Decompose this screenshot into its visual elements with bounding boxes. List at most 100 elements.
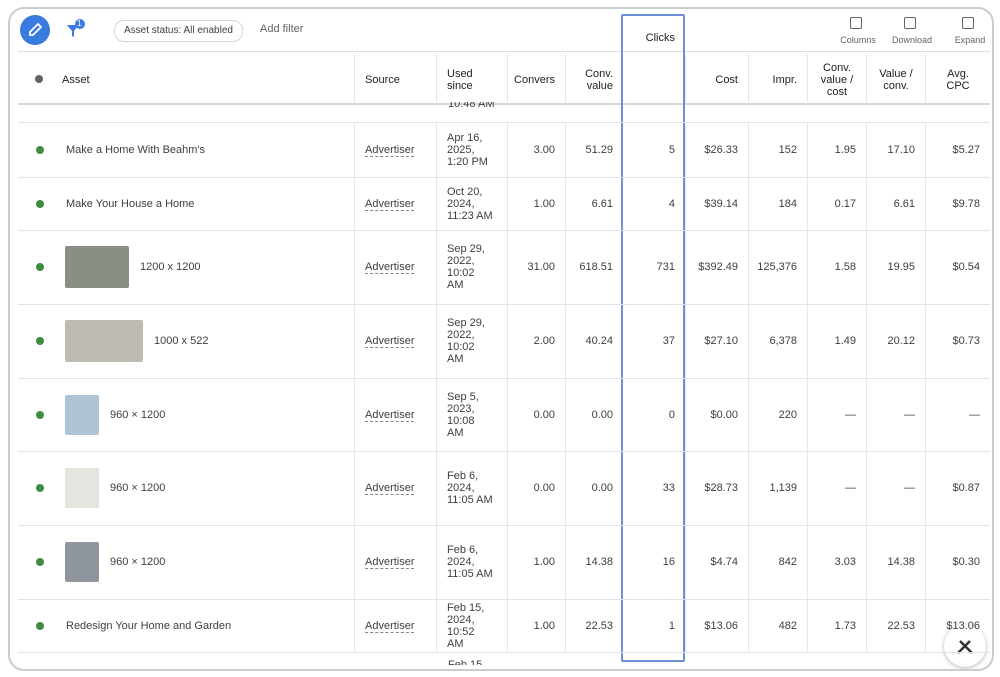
source-link[interactable]: Advertiser xyxy=(365,482,415,494)
cell: 0.00 xyxy=(507,378,565,451)
tools-button[interactable] xyxy=(944,625,986,667)
cell: 731 xyxy=(623,230,685,304)
cell: 22.53 xyxy=(565,599,623,652)
cell: $13.06 xyxy=(685,599,748,652)
cell-text: $27.10 xyxy=(704,335,738,347)
cell-text: 960 × 1200 xyxy=(110,408,166,421)
cell-text: 0.00 xyxy=(533,482,555,494)
cell: $0.00 xyxy=(685,378,748,451)
cell: 37 xyxy=(623,304,685,378)
column-header[interactable]: Impr. xyxy=(748,54,807,105)
source: Advertiser xyxy=(354,525,436,599)
highlight-column xyxy=(621,14,685,662)
status-dot xyxy=(36,484,44,492)
cell-text: Apr 16, 2025, 1:20 PM xyxy=(447,131,488,168)
cell-text: 1 xyxy=(668,619,675,632)
cell-text: 731 xyxy=(656,261,675,273)
row-divider xyxy=(18,525,990,526)
asset-thumbnail xyxy=(65,542,99,582)
row-divider xyxy=(18,122,990,123)
cell-text: 220 xyxy=(778,408,797,421)
cell-text: 1200 x 1200 xyxy=(140,261,201,273)
column-header[interactable]: Convers xyxy=(507,54,565,105)
column-header[interactable]: Source xyxy=(354,54,436,105)
status-dot xyxy=(36,621,44,630)
cell: — xyxy=(807,378,866,451)
cell-text: 1000 x 522 xyxy=(154,335,209,347)
column-header[interactable]: Asset xyxy=(62,73,90,86)
cell-text: — xyxy=(904,408,915,421)
cell: 17.10 xyxy=(866,122,925,177)
source: Advertiser xyxy=(354,230,436,304)
source-link[interactable]: Advertiser xyxy=(365,556,415,568)
cell-text: $0.54 xyxy=(952,261,980,273)
action-label[interactable]: Download xyxy=(891,35,933,45)
cell: 1,139 xyxy=(748,451,807,525)
edit-button[interactable] xyxy=(20,15,50,45)
cell-text: $0.00 xyxy=(710,408,738,421)
column-header[interactable]: Conv. value / cost xyxy=(807,54,866,105)
row-divider xyxy=(18,652,990,653)
column-header[interactable]: Value / conv. xyxy=(866,54,925,105)
cell: 1.00 xyxy=(507,525,565,599)
column-header[interactable]: Clicks xyxy=(645,32,675,44)
cell-text: 482 xyxy=(778,619,797,632)
cell: $28.73 xyxy=(685,451,748,525)
cell: — xyxy=(925,378,990,451)
cell: Sep 5, 2023, 10:08 AM xyxy=(436,378,507,451)
column-header[interactable]: Conv. value xyxy=(565,54,623,105)
asset-thumbnail xyxy=(65,246,129,288)
cell-text: — xyxy=(845,408,856,421)
action-label[interactable]: Columns xyxy=(840,35,876,45)
source-link[interactable]: Advertiser xyxy=(365,261,415,273)
cell: 1.49 xyxy=(807,304,866,378)
cell: 14.38 xyxy=(565,525,623,599)
cell: 1 xyxy=(623,599,685,652)
cell-text: 6,378 xyxy=(769,335,797,347)
cell-text: 14.38 xyxy=(887,556,915,568)
cell: 960 × 1200 xyxy=(52,378,354,451)
source: Advertiser xyxy=(354,599,436,652)
column-header[interactable]: Cost xyxy=(685,54,748,105)
divider xyxy=(18,103,990,105)
cell: 20.12 xyxy=(866,304,925,378)
cell-text: $9.78 xyxy=(952,197,980,210)
cell: $9.78 xyxy=(925,177,990,230)
source-link[interactable]: Advertiser xyxy=(365,408,415,421)
status-chip[interactable]: Asset status: All enabled xyxy=(114,20,243,42)
cell-text: Redesign Your Home and Garden xyxy=(66,619,232,632)
cell-text: 3.00 xyxy=(533,143,555,156)
source: Advertiser xyxy=(354,378,436,451)
row-divider xyxy=(18,230,990,231)
cell-text: Sep 5, 2023, 10:08 AM xyxy=(447,390,479,439)
cell-text: 6.61 xyxy=(893,197,915,210)
cell: $5.27 xyxy=(925,122,990,177)
cell-text: $392.49 xyxy=(698,261,738,273)
cell-text: 0 xyxy=(668,408,675,421)
cell: 33 xyxy=(623,451,685,525)
column-header[interactable]: Used since xyxy=(436,54,507,105)
column-header[interactable]: Avg. CPC xyxy=(925,54,990,105)
cell: $0.54 xyxy=(925,230,990,304)
source-link[interactable]: Advertiser xyxy=(365,197,415,210)
cell-text: 152 xyxy=(778,143,797,156)
add-filter[interactable]: Add filter xyxy=(260,23,304,35)
filter-icon[interactable]: 1 xyxy=(64,19,88,43)
cell: 6.61 xyxy=(565,177,623,230)
cell: 1.58 xyxy=(807,230,866,304)
source-link[interactable]: Advertiser xyxy=(365,335,415,347)
cell-text: 17.10 xyxy=(887,143,915,156)
action-icon[interactable] xyxy=(850,17,862,29)
row-divider xyxy=(18,304,990,305)
cell: 2.00 xyxy=(507,304,565,378)
cell-text: $26.33 xyxy=(704,143,738,156)
cell-text: 1.58 xyxy=(834,261,856,273)
cell-text: 1.00 xyxy=(533,619,555,632)
source-link[interactable]: Advertiser xyxy=(365,143,415,156)
cell-text: $13.06 xyxy=(946,619,980,632)
action-icon[interactable] xyxy=(962,17,974,29)
source-link[interactable]: Advertiser xyxy=(365,619,415,632)
action-label[interactable]: Expand xyxy=(954,35,986,45)
action-icon[interactable] xyxy=(904,17,916,29)
